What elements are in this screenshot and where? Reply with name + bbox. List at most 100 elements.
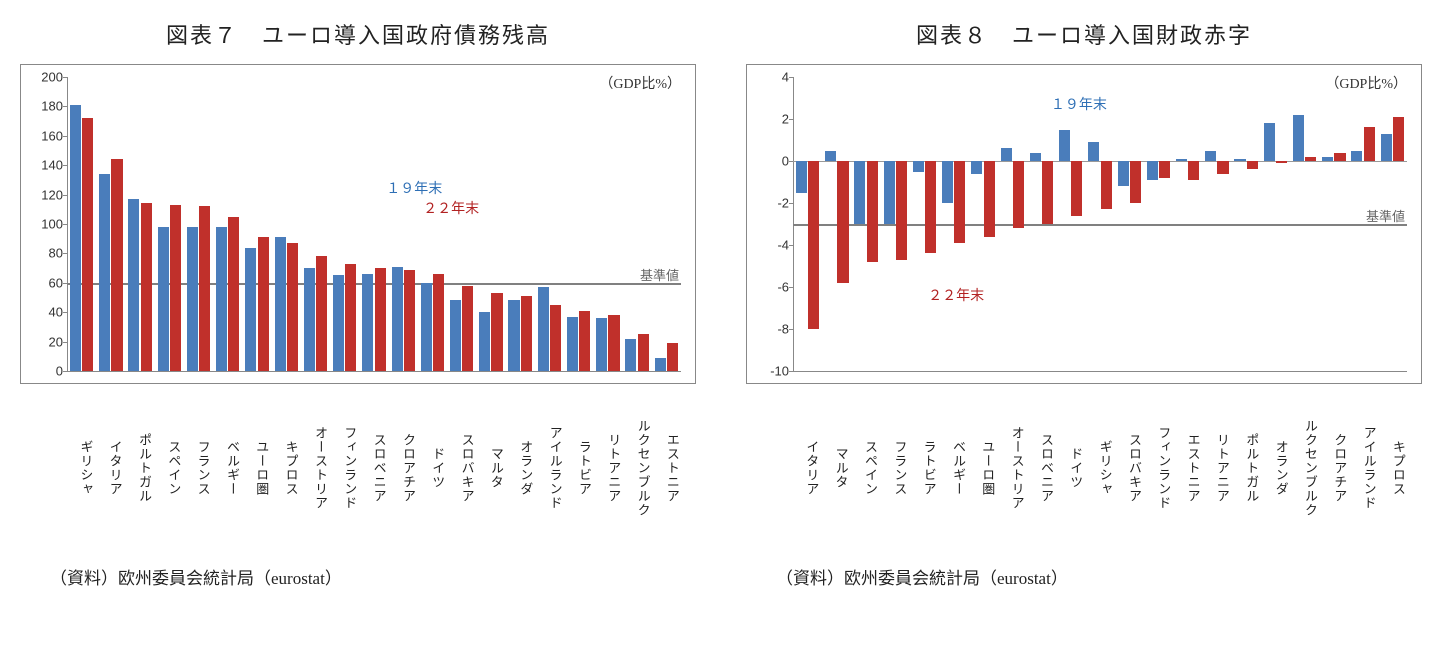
bar-y2019 (158, 227, 169, 371)
category (1348, 77, 1377, 371)
chart8-frame: （GDP比%） -10-8-6-4-2024基準値１９年末２２年末 (746, 64, 1422, 384)
xlabel: スロベニア (1027, 384, 1056, 548)
bar-y2022 (228, 217, 239, 371)
bar-y2022 (1305, 157, 1316, 161)
bar-y2019 (392, 267, 403, 371)
xlabel: イタリア (95, 384, 124, 548)
chart7-xlabels: ギリシャイタリアポルトガルスペインフランスベルギーユーロ圏キプロスオーストリアフ… (66, 384, 682, 548)
bar-y2022 (404, 270, 415, 371)
bar-y2022 (867, 161, 878, 262)
bar-y2019 (1059, 130, 1070, 162)
xlabel: リトアニア (594, 384, 623, 548)
xlabel: アイルランド (1349, 384, 1378, 548)
category (535, 77, 564, 371)
category (125, 77, 154, 371)
xlabel: クロアチア (389, 384, 418, 548)
xlabel: アイルランド (535, 384, 564, 548)
xlabel: ユーロ圏 (968, 384, 997, 548)
bar-y2019 (1351, 151, 1362, 162)
xlabel: ベルギー (213, 384, 242, 548)
xlabel: イタリア (792, 384, 821, 548)
bar-y2022 (1364, 127, 1375, 161)
bar-y2019 (421, 283, 432, 371)
xlabel: マルタ (821, 384, 850, 548)
ytick: 4 (753, 70, 789, 85)
bar-y2022 (1159, 161, 1170, 178)
bar-y2022 (1130, 161, 1141, 203)
xlabel: ラトビア (909, 384, 938, 548)
category (242, 77, 271, 371)
ytick: 0 (753, 154, 789, 169)
xlabel: ラトビア (565, 384, 594, 548)
category (793, 77, 822, 371)
category (418, 77, 447, 371)
category (506, 77, 535, 371)
bar-y2019 (913, 161, 924, 172)
category (1290, 77, 1319, 371)
bar-y2022 (1071, 161, 1082, 216)
xlabel: ポルトガル (1232, 384, 1261, 548)
category (1027, 77, 1056, 371)
category (1319, 77, 1348, 371)
chart7-plot: 020406080100120140160180200基準値１９年末２２年末 (67, 77, 681, 371)
ytick: 20 (27, 334, 63, 349)
bar-y2019 (655, 358, 666, 371)
xlabel: フィンランド (330, 384, 359, 548)
category (851, 77, 880, 371)
ytick: -8 (753, 322, 789, 337)
bar-y2019 (333, 275, 344, 371)
bar-y2022 (1013, 161, 1024, 228)
category (564, 77, 593, 371)
bar-y2019 (99, 174, 110, 371)
bar-y2019 (1001, 148, 1012, 161)
bar-y2019 (70, 105, 81, 371)
chart7-title: 図表７ ユーロ導入国政府債務残高 (20, 18, 696, 50)
bar-y2022 (579, 311, 590, 371)
bar-y2019 (825, 151, 836, 162)
xlabel: フランス (183, 384, 212, 548)
xlabel: マルタ (477, 384, 506, 548)
category (1056, 77, 1085, 371)
ytick: 180 (27, 99, 63, 114)
bar-y2019 (1381, 134, 1392, 161)
category (939, 77, 968, 371)
ytick: 120 (27, 187, 63, 202)
bar-y2019 (479, 312, 490, 371)
category (1261, 77, 1290, 371)
chart8-xlabels: イタリアマルタスペインフランスラトビアベルギーユーロ圏オーストリアスロベニアドイ… (792, 384, 1408, 548)
chart8-title: 図表８ ユーロ導入国財政赤字 (746, 18, 1422, 50)
category (447, 77, 476, 371)
bar-y2022 (1247, 161, 1258, 169)
xlabel: スペイン (851, 384, 880, 548)
xlabel: スロバキア (1115, 384, 1144, 548)
bar-y2022 (1393, 117, 1404, 161)
category (184, 77, 213, 371)
bar-y2022 (170, 205, 181, 371)
bar-y2019 (1205, 151, 1216, 162)
ytick: 40 (27, 305, 63, 320)
chart7-source: （資料）欧州委員会統計局（eurostat） (50, 564, 696, 589)
bar-y2022 (521, 296, 532, 371)
bar-y2019 (1293, 115, 1304, 161)
bar-y2022 (141, 203, 152, 371)
bar-y2019 (128, 199, 139, 371)
category (822, 77, 851, 371)
category (998, 77, 1027, 371)
xlabel: ドイツ (418, 384, 447, 548)
ytick: 140 (27, 158, 63, 173)
xlabel: エストニア (653, 384, 682, 548)
bar-y2022 (1042, 161, 1053, 224)
xlabel: クロアチア (1320, 384, 1349, 548)
chart8-block: 図表８ ユーロ導入国財政赤字 （GDP比%） -10-8-6-4-2024基準値… (746, 10, 1422, 589)
bar-y2019 (508, 300, 519, 371)
bar-y2019 (596, 318, 607, 371)
category (1173, 77, 1202, 371)
bar-y2022 (258, 237, 269, 371)
category (301, 77, 330, 371)
bar-y2022 (1188, 161, 1199, 180)
ytick: 160 (27, 128, 63, 143)
bar-y2019 (1088, 142, 1099, 161)
xlabel: スロバキア (447, 384, 476, 548)
category (359, 77, 388, 371)
bar-y2022 (1217, 161, 1228, 174)
